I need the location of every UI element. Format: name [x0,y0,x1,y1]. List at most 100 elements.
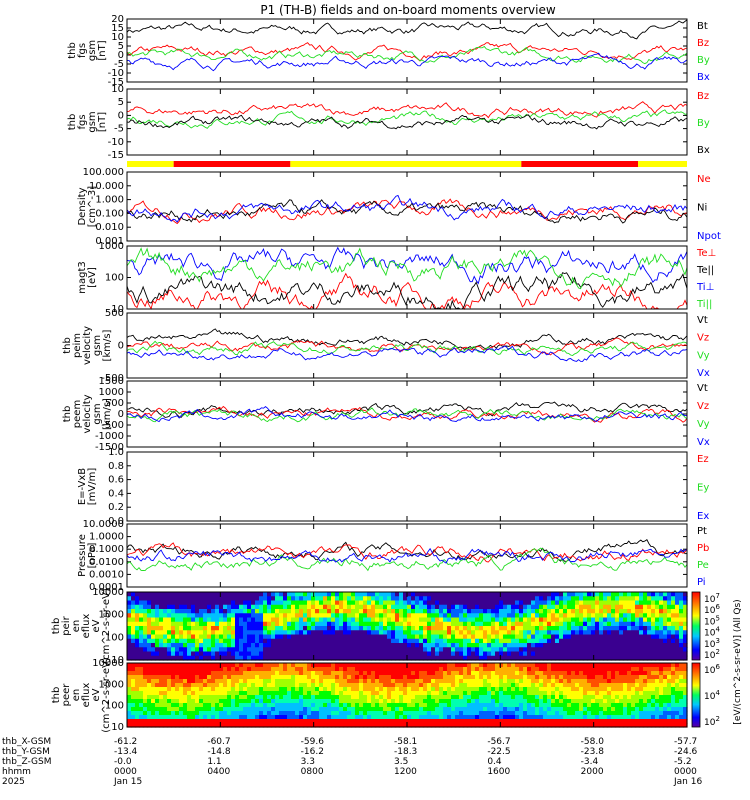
y-tick-label: 10 [111,304,124,315]
y-tick-label: 10 [111,32,124,43]
ephemeris-value: -24.6 [674,747,698,757]
y-tick-label: 5 [118,97,124,108]
y-tick-label: 0 [118,341,124,352]
y-tick-label: 1000 [99,241,124,252]
ephemeris-value: 3.3 [301,757,315,767]
y-tick-label: 10 [111,722,124,733]
ephemeris-value: -22.5 [487,747,510,757]
series-line [126,199,688,224]
y-tick-label: 100 [105,632,124,643]
legend-entry: Te⊥ [696,248,716,259]
y-tick-label: 10000 [92,587,124,598]
y-axis-label: [nT] [97,40,108,60]
y-tick-label: 20 [111,14,124,25]
y-tick-label: -500 [101,420,124,431]
y-tick-label: 100.000 [83,167,124,178]
y-tick-label: 0.6 [108,475,124,486]
panel-6: thb peem velocity gsm [km/s]150010005000-500… [62,376,710,453]
y-tick-label: 0.001 [95,236,124,247]
y-tick-label: 0.010 [95,222,124,233]
legend-entry: Vx [697,368,710,379]
panel-4: magt3 [eV] 1000 100 10 Te⊥ Te|| Ti⊥ Ti|| [77,241,716,315]
y-axis-label: [eV] [87,267,98,288]
y-axis-label: thb [51,687,62,704]
panel-3: Density [cm^-3] 100.000 10.000 1.000 0.100 0.0… [77,167,721,247]
legend-entry: Npot [697,231,721,242]
legend-entry: Pb [697,543,709,554]
series-line [126,272,688,311]
ephemeris-value: 0.4 [487,757,502,767]
ephemeris-label: thb_Z-GSM [2,757,51,767]
y-tick-label: -1000 [95,431,124,442]
legend-entry: Bt [697,21,708,32]
y-axis-label: velocity [82,394,93,433]
series-line [126,406,688,423]
ephemeris-value: -16.2 [301,747,324,757]
y-tick-label: 0 [118,50,124,61]
y-tick-label: 500 [105,308,124,319]
series-line [126,247,688,290]
y-tick-label: 5 [118,41,124,52]
y-axis-label: thb [62,337,73,354]
series-line [126,407,688,423]
colorbar-tick-label: 107 [704,592,720,605]
series-line [126,405,688,423]
y-axis-label: en [71,689,82,702]
legend-entry: Bx [697,145,710,156]
mode-segment [127,161,174,167]
ephemeris-value: -58.1 [394,737,417,747]
series-line [126,246,688,285]
ephemeris-value: -14.8 [207,747,231,757]
ephemeris-value: 3.5 [394,757,408,767]
y-tick-label: 0 [118,110,124,121]
legend-entry: By [697,118,710,129]
y-axis-label: (cm^2-s-sr-eV) [101,657,112,733]
y-axis-label: peir [61,615,72,635]
y-axis-label: eV [91,688,102,701]
y-tick-label: 10 [111,655,124,666]
ephemeris-value: 0400 [207,767,230,777]
series-line [126,547,688,564]
y-tick-label: 10.0000 [83,519,124,530]
y-tick-label: 0 [118,409,124,420]
legend-entry: Ne [697,174,711,185]
y-axis-label: [km/s] [102,329,113,361]
y-tick-label: 500 [105,398,124,409]
ephemeris-value: -61.2 [114,737,137,747]
y-tick-label: 0.100 [95,208,124,219]
panel-8: Pressure [nPa]10.00001.00000.10000.01000.… [77,519,709,593]
legend-entry: Vt [697,383,708,394]
y-tick-label: -10 [108,137,124,148]
series-line [126,340,688,356]
y-tick-label: -1500 [95,442,124,453]
legend-entry: Vt [697,315,708,326]
panel-9: thb peir en eflux eV (cm^2-s-sr-eV)10000 1000 1… [51,587,688,666]
ephemeris-value: -57.7 [674,737,697,747]
legend-entry: Bz [697,91,709,102]
legend-entry: Ni [697,203,707,214]
legend-entry: Vy [697,419,710,430]
colorbar-tick-label: 102 [704,715,720,728]
y-tick-label: 10 [111,84,124,95]
ephemeris-value: -5.2 [674,757,692,767]
ephemeris-value: 0000 [674,767,697,777]
legend-entry: Ex [697,511,709,522]
ephemeris-value: -18.3 [394,747,417,757]
legend-entry: Ti|| [696,299,712,310]
ephemeris-value: -13.4 [114,747,138,757]
ephemeris-value: -0.0 [114,757,132,767]
legend-entry: Ti⊥ [696,282,714,293]
y-axis-label: eV [91,619,102,632]
y-tick-label: 1000 [99,679,124,690]
ephemeris-value: 1600 [487,767,510,777]
series-line [126,101,688,119]
ephemeris-value: -60.7 [207,737,230,747]
y-tick-label: -10 [108,68,124,79]
series-line [126,547,688,572]
y-axis-label: (cm^2-s-sr-eV) [101,588,112,664]
series-line [126,194,688,223]
legend-entry: Pi [697,577,706,588]
legend-entry: Ez [697,454,709,465]
